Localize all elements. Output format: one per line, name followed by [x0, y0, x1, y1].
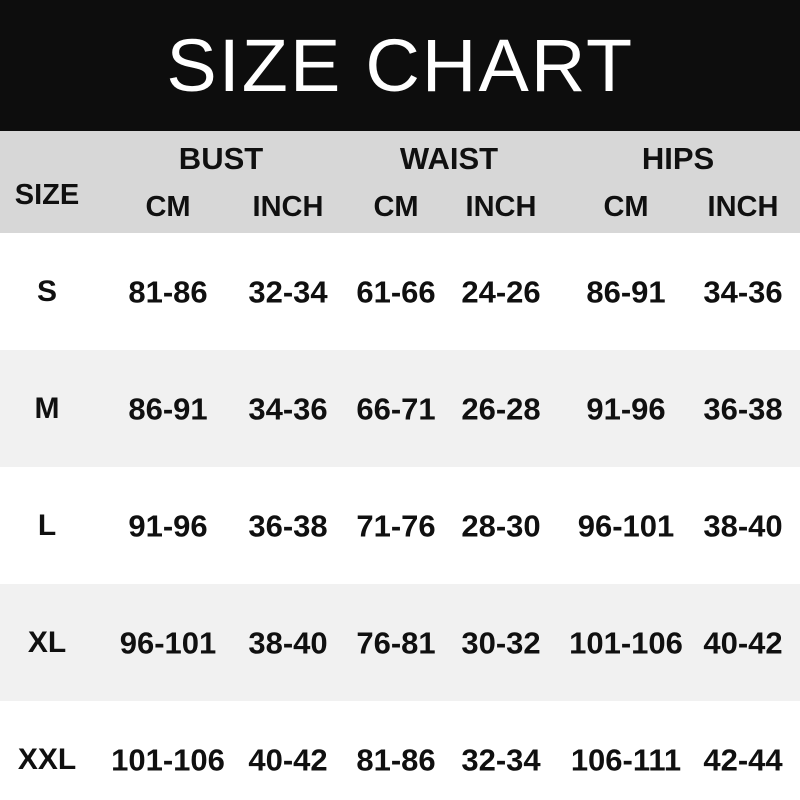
- cell-hips-inch: 40-42: [703, 625, 783, 660]
- cell-size: S: [36, 274, 58, 308]
- column-header-size: SIZE: [14, 179, 80, 211]
- table-row: L 91-96 36-38 71-76 28-30 96-101 38-40: [0, 467, 800, 584]
- cell-hips-cm: 96-101: [577, 508, 675, 543]
- table-row: S 81-86 32-34 61-66 24-26 86-91 34-36: [0, 233, 800, 350]
- cell-waist-cm: 76-81: [356, 625, 436, 660]
- cell-waist-inch: 30-32: [461, 625, 541, 660]
- cell-waist-cm: 71-76: [356, 508, 436, 543]
- column-group-waist: WAIST: [399, 141, 499, 176]
- column-group-hips: HIPS: [641, 141, 715, 176]
- cell-waist-cm: 61-66: [356, 274, 436, 309]
- cell-hips-inch: 38-40: [703, 508, 783, 543]
- column-group-bust: BUST: [178, 141, 264, 176]
- cell-hips-inch: 36-38: [703, 391, 783, 426]
- cell-hips-cm: 101-106: [569, 625, 683, 660]
- cell-hips-cm: 91-96: [586, 391, 666, 426]
- cell-bust-cm: 81-86: [128, 274, 208, 309]
- cell-waist-inch: 32-34: [461, 742, 541, 777]
- cell-waist-inch: 28-30: [461, 508, 541, 543]
- cell-bust-inch: 34-36: [248, 391, 328, 426]
- cell-bust-cm: 96-101: [119, 625, 217, 660]
- cell-waist-inch: 26-28: [461, 391, 541, 426]
- cell-bust-cm: 86-91: [128, 391, 208, 426]
- cell-size: M: [34, 391, 60, 425]
- column-header-bust-inch: INCH: [252, 191, 324, 223]
- cell-size: L: [37, 508, 57, 542]
- cell-hips-inch: 34-36: [703, 274, 783, 309]
- column-header-hips-inch: INCH: [707, 191, 779, 223]
- table-row: M 86-91 34-36 66-71 26-28 91-96 36-38: [0, 350, 800, 467]
- column-header-hips-cm: CM: [603, 191, 649, 223]
- cell-hips-inch: 42-44: [703, 742, 783, 777]
- table-body: S 81-86 32-34 61-66 24-26 86-91 34-36 M …: [0, 233, 800, 800]
- cell-hips-cm: 106-111: [570, 742, 682, 777]
- cell-size: XXL: [17, 742, 77, 776]
- cell-waist-cm: 81-86: [356, 742, 436, 777]
- cell-bust-cm: 91-96: [128, 508, 208, 543]
- cell-bust-inch: 32-34: [248, 274, 328, 309]
- cell-bust-inch: 36-38: [248, 508, 328, 543]
- cell-bust-cm: 101-106: [111, 742, 225, 777]
- table-header: SIZE BUST CM INCH WAIST CM INCH HIPS CM …: [0, 131, 800, 233]
- column-header-bust-cm: CM: [145, 191, 191, 223]
- cell-size: XL: [27, 625, 67, 659]
- cell-bust-inch: 38-40: [248, 625, 328, 660]
- cell-waist-cm: 66-71: [356, 391, 436, 426]
- cell-bust-inch: 40-42: [248, 742, 328, 777]
- title-band: SIZE CHART: [0, 0, 800, 131]
- table-row: XL 96-101 38-40 76-81 30-32 101-106 40-4…: [0, 584, 800, 701]
- cell-waist-inch: 24-26: [461, 274, 541, 309]
- column-header-waist-inch: INCH: [465, 191, 537, 223]
- page-title: SIZE CHART: [166, 23, 634, 107]
- table-row: XXL 101-106 40-42 81-86 32-34 106-111 42…: [0, 701, 800, 800]
- cell-hips-cm: 86-91: [586, 274, 666, 309]
- column-header-waist-cm: CM: [373, 191, 419, 223]
